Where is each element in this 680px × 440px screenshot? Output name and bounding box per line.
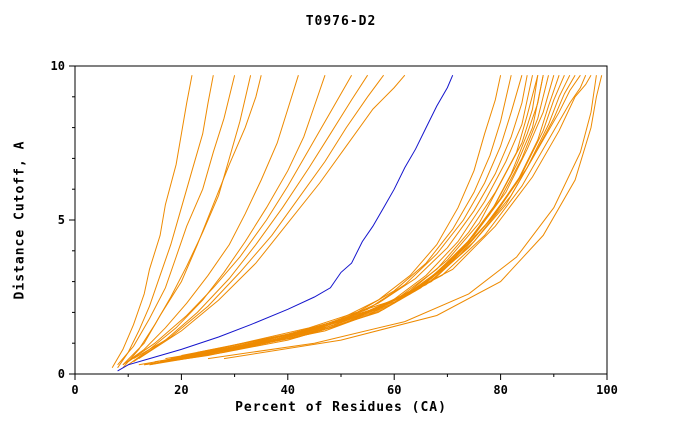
series-line-orange-7 [127, 75, 326, 366]
series-line-blue-highlight [117, 75, 454, 372]
x-tick-label: 40 [281, 383, 295, 397]
series-line-orange-10 [133, 74, 385, 360]
series-line-orange-5 [122, 75, 262, 366]
series-line-orange-9 [133, 74, 369, 363]
series-line-orange-8 [127, 74, 353, 363]
series-line-orange-3 [117, 75, 236, 366]
series-line-orange-29 [202, 74, 592, 353]
x-tick-label: 60 [387, 383, 401, 397]
series-line-orange-31 [223, 75, 603, 360]
series-line-orange-16 [149, 75, 533, 366]
series-line-orange-2 [117, 75, 214, 369]
x-tick-label: 80 [493, 383, 507, 397]
x-tick-label: 100 [596, 383, 618, 397]
y-tick-label: 0 [58, 367, 65, 381]
chart-title: T0976-D2 [305, 14, 377, 29]
series-line-orange-24 [176, 75, 565, 360]
series-line-orange-26 [186, 74, 576, 356]
x-tick-label: 0 [71, 383, 78, 397]
series-line-orange-28 [197, 75, 587, 353]
x-tick-label: 20 [174, 383, 188, 397]
series-line-orange-11 [138, 74, 406, 360]
y-axis-label: Distance Cutoff, A [12, 140, 28, 300]
y-tick-label: 5 [58, 213, 65, 227]
axis-box [74, 65, 608, 375]
series-line-orange-1 [111, 75, 193, 369]
x-axis-label: Percent of Residues (CA) [235, 400, 447, 415]
series-line-orange-27 [191, 74, 581, 356]
series-line-orange-4 [122, 75, 252, 369]
series-line-orange-6 [122, 75, 299, 366]
series-line-orange-30 [207, 75, 597, 360]
y-tick-label: 10 [51, 59, 65, 73]
